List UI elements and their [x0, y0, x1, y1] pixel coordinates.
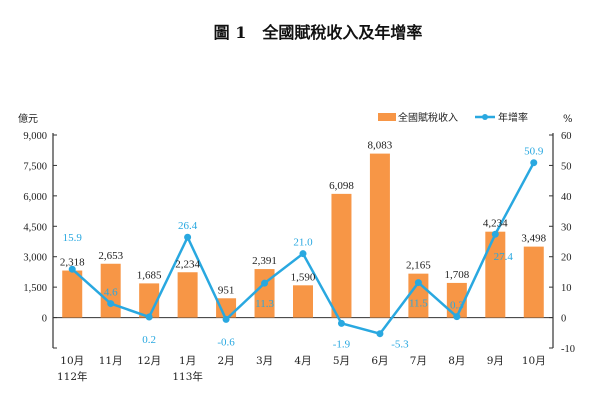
growth-rate-point — [107, 300, 115, 308]
revenue-bar-label: 1,708 — [444, 269, 469, 281]
growth-rate-label: -0.6 — [217, 336, 235, 348]
growth-rate-point — [222, 315, 230, 323]
revenue-bar-label: 8,083 — [368, 140, 393, 152]
growth-rate-label: 27.4 — [494, 251, 514, 263]
x-tick-label: 8月 — [448, 355, 465, 367]
right-axis-unit: % — [563, 114, 573, 125]
x-tick-label: 4月 — [294, 355, 311, 367]
left-tick-label: 0 — [42, 314, 47, 325]
growth-rate-point — [68, 265, 76, 273]
x-tick-label: 10月 — [522, 355, 546, 367]
revenue-bar-label: 6,098 — [329, 180, 354, 192]
legend-bar-label: 全國賦稅收入 — [398, 111, 458, 124]
x-tick-label: 12月 — [137, 355, 161, 367]
growth-rate-point — [337, 319, 345, 327]
left-axis-unit: 億元 — [18, 112, 38, 125]
right-tick-label: 50 — [561, 161, 572, 172]
revenue-bar-label: 2,165 — [406, 260, 431, 272]
x-tick-label: 3月 — [256, 355, 273, 367]
right-tick-label: 10 — [561, 283, 572, 294]
growth-rate-label: 0.3 — [450, 300, 464, 312]
revenue-bar — [293, 285, 313, 318]
right-tick-label: 60 — [561, 131, 572, 142]
right-tick-label: 0 — [561, 314, 566, 325]
left-tick-label: 7,500 — [23, 161, 47, 172]
x-tick-label: 5月 — [333, 355, 350, 367]
x-tick-label: 11月 — [99, 355, 123, 367]
revenue-bar-label: 4,234 — [483, 218, 508, 230]
right-tick-label: 20 — [561, 253, 572, 264]
growth-rate-point — [376, 330, 384, 338]
growth-rate-point — [491, 230, 499, 238]
x-tick-label: 1月 — [179, 355, 196, 367]
growth-rate-label: 21.0 — [293, 237, 313, 249]
left-tick-label: 1,500 — [23, 283, 47, 294]
right-tick-label: 40 — [561, 192, 572, 203]
legend: 全國賦稅收入 年增率 — [378, 111, 528, 124]
growth-rate-label: 11.5 — [409, 298, 428, 310]
growth-rate-label: -1.9 — [333, 338, 351, 350]
revenue-bar-label: 2,234 — [175, 258, 200, 270]
revenue-bar-label: 1,685 — [137, 269, 162, 281]
year-label: 112年 — [57, 370, 88, 383]
x-tick-label: 6月 — [371, 355, 388, 367]
left-tick-label: 4,500 — [23, 222, 47, 233]
x-tick-label: 9月 — [487, 355, 504, 367]
growth-rate-label: 4.6 — [104, 287, 118, 299]
legend-line-marker — [482, 114, 488, 120]
growth-rate-point — [530, 159, 538, 167]
x-tick-label: 2月 — [217, 355, 234, 367]
revenue-bar — [369, 153, 390, 318]
x-tick-label: 7月 — [410, 355, 427, 367]
left-tick-label: 9,000 — [23, 131, 47, 142]
year-label: 113年 — [172, 370, 203, 383]
revenue-bar-label: 2,391 — [252, 255, 277, 267]
revenue-bar-label: 2,318 — [60, 257, 85, 269]
revenue-bar-label: 1,590 — [291, 271, 316, 283]
left-tick-label: 6,000 — [23, 192, 47, 203]
right-tick-label: -10 — [561, 344, 575, 355]
left-tick-label: 3,000 — [23, 253, 47, 264]
revenue-bar-label: 3,498 — [521, 233, 546, 245]
growth-rate-label: 0.2 — [142, 334, 156, 346]
growth-rate-label: 50.9 — [524, 146, 544, 158]
growth-rate-point — [145, 313, 153, 321]
revenue-bar — [177, 272, 198, 318]
chart-title: 圖 1 全國賦稅收入及年增率 — [214, 23, 423, 42]
revenue-bar — [523, 246, 544, 318]
growth-rate-point — [414, 279, 422, 287]
growth-rate-label: 11.3 — [255, 298, 274, 310]
revenue-bar — [62, 270, 83, 318]
growth-rate-label: 15.9 — [63, 232, 83, 244]
growth-rate-point — [453, 313, 461, 321]
growth-rate-point — [261, 279, 269, 287]
revenue-bar-label: 2,653 — [98, 250, 123, 262]
legend-bar-swatch — [378, 113, 396, 121]
growth-rate-point — [299, 250, 307, 258]
legend-line-label: 年增率 — [498, 111, 528, 124]
growth-rate-point — [184, 233, 192, 241]
growth-rate-label: 26.4 — [178, 220, 198, 232]
revenue-bar — [408, 273, 429, 318]
growth-rate-label: -5.3 — [391, 339, 409, 351]
revenue-bar — [446, 282, 467, 318]
revenue-bar — [216, 298, 237, 318]
revenue-bar-label: 951 — [218, 284, 235, 296]
right-tick-label: 30 — [561, 222, 572, 233]
revenue-bar — [254, 269, 275, 318]
revenue-bar — [485, 231, 506, 318]
revenue-bar — [331, 193, 352, 318]
x-tick-label: 10月 — [60, 355, 84, 367]
